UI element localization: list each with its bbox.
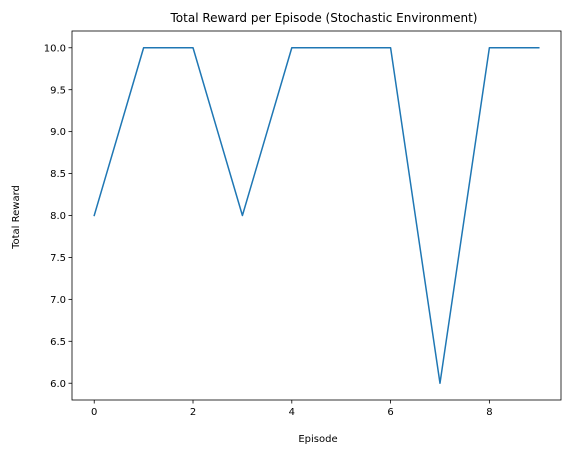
x-axis-label: Episode: [298, 434, 337, 445]
y-axis-ticks: 6.0 6.5 7.0 7.5 8.0 8.5 9.0 9.5 10.0: [44, 43, 72, 390]
x-tick-label: 8: [486, 407, 492, 418]
x-tick-label: 6: [387, 407, 393, 418]
series-line: [93, 47, 540, 384]
y-axis-label: Total Reward: [11, 185, 22, 250]
x-tick-label: 4: [289, 407, 295, 418]
chart-title: Total Reward per Episode (Stochastic Env…: [170, 11, 478, 25]
plot-area: [72, 31, 576, 399]
y-tick-label: 9.0: [50, 127, 66, 138]
x-axis-ticks: 0 2 4 6 8: [91, 400, 493, 418]
y-tick-label: 8.5: [50, 169, 66, 180]
series-layer: [93, 47, 540, 384]
y-tick-label: 9.5: [50, 85, 66, 96]
y-tick-label: 10.0: [44, 43, 66, 54]
y-tick-label: 6.0: [50, 379, 66, 390]
y-tick-label: 7.5: [50, 253, 66, 264]
y-tick-label: 6.5: [50, 337, 66, 348]
y-tick-label: 7.0: [50, 295, 66, 306]
axes-frame: [71, 30, 562, 401]
y-tick-label: 8.0: [50, 211, 66, 222]
x-tick-label: 2: [190, 407, 196, 418]
x-tick-label: 0: [91, 407, 97, 418]
